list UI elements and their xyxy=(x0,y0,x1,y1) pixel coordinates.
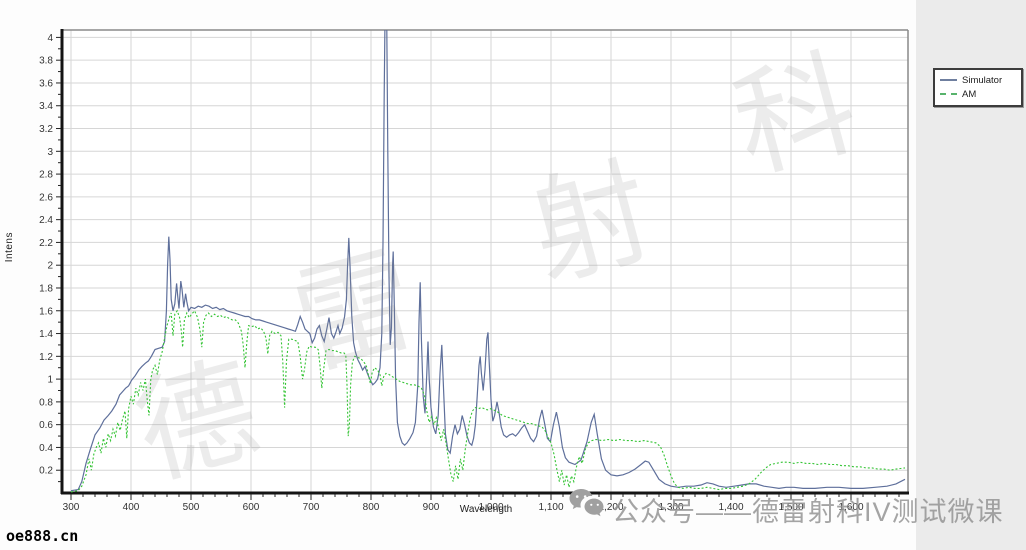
simulator-line-swatch-icon xyxy=(940,79,957,81)
gridlines xyxy=(62,30,908,493)
y-tick-label: 2.4 xyxy=(39,215,53,226)
axis-ticks xyxy=(56,36,900,500)
y-tick-label: 1 xyxy=(47,375,53,386)
y-tick-label: 2.6 xyxy=(39,192,53,203)
x-tick-label: 1,400 xyxy=(718,502,743,513)
y-tick-label: 3 xyxy=(47,147,53,158)
x-tick-labels: 300 400 500 600 700 800 900 1,000 1,100 1,200 1,30… xyxy=(63,502,864,513)
chart-legend: Simulator AM xyxy=(933,68,1023,107)
plot-background xyxy=(62,30,908,493)
series-line-simulator xyxy=(70,30,906,492)
am-dashed-line-swatch-icon xyxy=(940,93,957,95)
x-tick-label: 300 xyxy=(63,502,80,513)
y-tick-label: 3.2 xyxy=(39,124,53,135)
x-tick-label: 400 xyxy=(123,502,140,513)
x-tick-label: 1,500 xyxy=(778,502,803,513)
x-tick-label: 800 xyxy=(363,502,380,513)
legend-label-simulator: Simulator xyxy=(962,74,1003,86)
x-tick-label: 1,100 xyxy=(538,502,563,513)
y-tick-label: 2 xyxy=(47,261,53,272)
x-tick-label: 700 xyxy=(303,502,320,513)
y-tick-label: 4 xyxy=(47,33,53,44)
x-tick-label: 1,000 xyxy=(478,502,503,513)
x-tick-label: 500 xyxy=(183,502,200,513)
y-tick-label: 0.6 xyxy=(39,420,53,431)
x-axis-title: Wavelength xyxy=(459,504,513,515)
legend-label-am: AM xyxy=(962,88,977,100)
y-tick-label: 2.2 xyxy=(39,238,53,249)
y-tick-label: 1.4 xyxy=(39,329,53,340)
y-tick-label: 0.8 xyxy=(39,397,53,408)
y-tick-label: 1.2 xyxy=(39,352,53,363)
x-tick-label: 1,600 xyxy=(838,502,863,513)
x-tick-label: 1,200 xyxy=(598,502,623,513)
legend-item-am: AM xyxy=(940,87,1016,101)
x-tick-label: 600 xyxy=(243,502,260,513)
legend-item-simulator: Simulator xyxy=(940,73,1016,87)
y-tick-label: 0.2 xyxy=(39,466,53,477)
y-tick-label: 2.8 xyxy=(39,170,53,181)
y-tick-label: 1.8 xyxy=(39,283,53,294)
y-axis-title: Intens xyxy=(4,232,15,263)
x-tick-label: 900 xyxy=(423,502,440,513)
series-line-am xyxy=(70,309,906,493)
site-watermark: oe888.cn xyxy=(6,527,79,545)
y-tick-label: 1.6 xyxy=(39,306,53,317)
y-tick-label: 3.6 xyxy=(39,78,53,89)
y-tick-label: 3.4 xyxy=(39,101,53,112)
y-tick-labels: 0.2 0.4 0.6 0.8 1 1.2 1.4 1.6 1.8 2 2.2 2.4 2.6 2.8 3 3… xyxy=(39,33,53,477)
y-tick-label: 0.4 xyxy=(39,443,53,454)
x-tick-label: 1,300 xyxy=(658,502,683,513)
y-tick-label: 3.8 xyxy=(39,56,53,67)
